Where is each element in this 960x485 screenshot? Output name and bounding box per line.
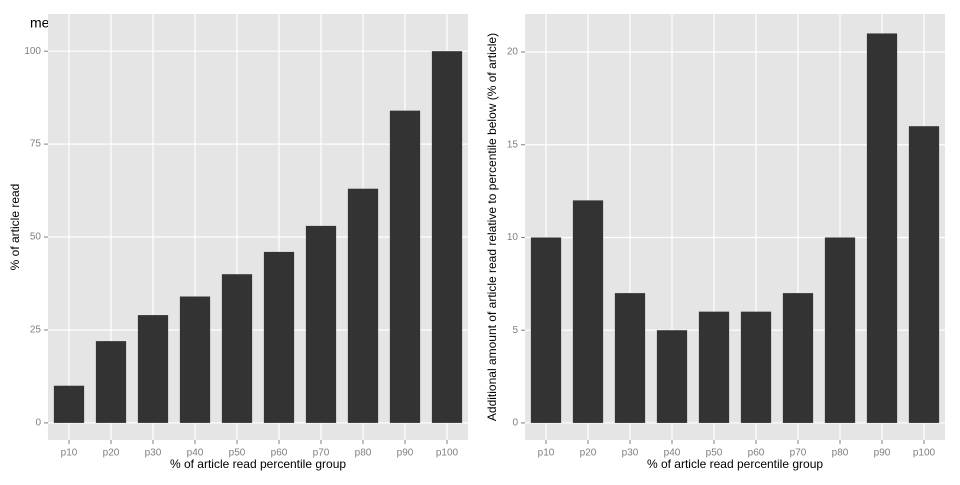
bar xyxy=(137,315,169,423)
x-tick-label: p20 xyxy=(580,448,597,459)
bar xyxy=(656,330,688,423)
x-tick-label: p10 xyxy=(61,448,78,459)
bar xyxy=(740,311,772,423)
bar xyxy=(782,293,814,423)
bar xyxy=(221,274,253,423)
x-tick-label: p70 xyxy=(790,448,807,459)
bar xyxy=(614,293,646,423)
bar xyxy=(305,225,337,423)
bar xyxy=(95,341,127,423)
x-tick-label: p90 xyxy=(874,448,891,459)
y-tick-label: 20 xyxy=(507,47,519,58)
x-tick-label: p60 xyxy=(271,448,288,459)
x-tick-label: p90 xyxy=(397,448,414,459)
x-tick-label: p40 xyxy=(187,448,204,459)
y-tick-label: 0 xyxy=(512,418,518,429)
bar xyxy=(866,33,898,423)
bar xyxy=(179,296,211,423)
bar xyxy=(530,237,562,423)
y-axis-label: Additional amount of article read relati… xyxy=(485,33,499,421)
x-tick-label: p100 xyxy=(913,448,936,459)
bar xyxy=(572,200,604,423)
bar xyxy=(347,188,379,423)
bar xyxy=(431,51,463,423)
y-tick-label: 10 xyxy=(507,232,519,243)
x-tick-label: p40 xyxy=(664,448,681,459)
y-tick-label: 25 xyxy=(30,325,42,336)
bar xyxy=(263,251,295,423)
x-tick-label: p50 xyxy=(229,448,246,459)
y-tick-label: 50 xyxy=(30,232,42,243)
x-tick-label: p30 xyxy=(145,448,162,459)
x-tick-label: p100 xyxy=(436,448,459,459)
x-axis-label: % of article read percentile group xyxy=(647,457,823,471)
x-tick-label: p50 xyxy=(706,448,723,459)
y-tick-label: 15 xyxy=(507,139,519,150)
bar xyxy=(389,110,421,423)
x-axis-label: % of article read percentile group xyxy=(170,457,346,471)
x-tick-label: p80 xyxy=(355,448,372,459)
x-tick-label: p30 xyxy=(622,448,639,459)
bar xyxy=(824,237,856,423)
x-tick-label: p60 xyxy=(748,448,765,459)
bar xyxy=(908,126,940,423)
y-tick-label: 0 xyxy=(35,418,41,429)
bar xyxy=(53,385,85,423)
x-tick-label: p10 xyxy=(538,448,555,459)
x-tick-label: p70 xyxy=(313,448,330,459)
y-tick-label: 75 xyxy=(30,139,42,150)
x-tick-label: p80 xyxy=(832,448,849,459)
y-tick-label: 100 xyxy=(24,46,41,57)
y-axis-label: % of article read xyxy=(8,184,22,271)
y-tick-label: 5 xyxy=(512,325,518,336)
bar xyxy=(698,311,730,423)
x-tick-label: p20 xyxy=(103,448,120,459)
